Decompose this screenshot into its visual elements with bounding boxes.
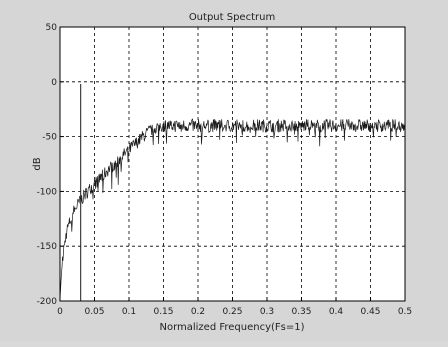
x-tick-labels: 0 0.05 0.1 0.15 0.2 0.25 0.3 0.35 0.4 0.45 0.5: [57, 297, 412, 317]
grid: [60, 27, 405, 301]
y-tick-label: -200: [37, 297, 58, 307]
y-tick-label: -100: [37, 187, 58, 197]
x-tick-label: 0.05: [84, 307, 104, 317]
y-tick-label: -50: [42, 133, 57, 143]
y-tick-label: 0: [51, 78, 57, 88]
x-tick-label: 0.15: [153, 307, 173, 317]
x-tick-label: 0.4: [329, 307, 344, 317]
x-tick-label: 0.3: [260, 307, 274, 317]
series-layer: [59, 83, 406, 302]
plot-area: [59, 26, 406, 302]
x-tick-label: 0.2: [191, 307, 205, 317]
x-tick-label: 0: [57, 307, 63, 317]
spectrum-line: [59, 118, 406, 302]
chart-title: Output Spectrum: [189, 12, 275, 23]
x-tick-label: 0.25: [222, 307, 242, 317]
x-axis-label: Normalized Frequency(Fs=1): [159, 322, 304, 333]
y-tick-label: -150: [37, 242, 58, 252]
y-tick-labels: 50 0 -50 -100 -150 -200: [37, 23, 64, 307]
y-axis-label: dB: [32, 157, 43, 170]
x-tick-label: 0.35: [291, 307, 311, 317]
x-tick-label: 0.1: [122, 307, 136, 317]
x-tick-label: 0.45: [360, 307, 380, 317]
y-tick-label: 50: [46, 23, 58, 33]
x-tick-label: 0.5: [398, 307, 412, 317]
